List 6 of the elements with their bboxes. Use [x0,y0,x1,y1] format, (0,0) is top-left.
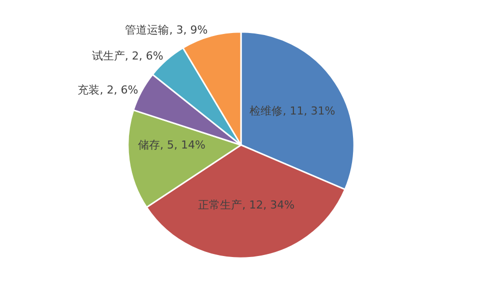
slice-label: 正常生产, 12, 34% [198,198,295,212]
slice-label: 检维修, 11, 31% [250,104,336,118]
slice-label: 管道运输, 3, 9% [125,23,208,36]
slice-label: 试生产, 2, 6% [92,50,164,63]
slice-label: 储存, 5, 14% [138,138,206,152]
slice-label: 充装, 2, 6% [78,83,138,96]
